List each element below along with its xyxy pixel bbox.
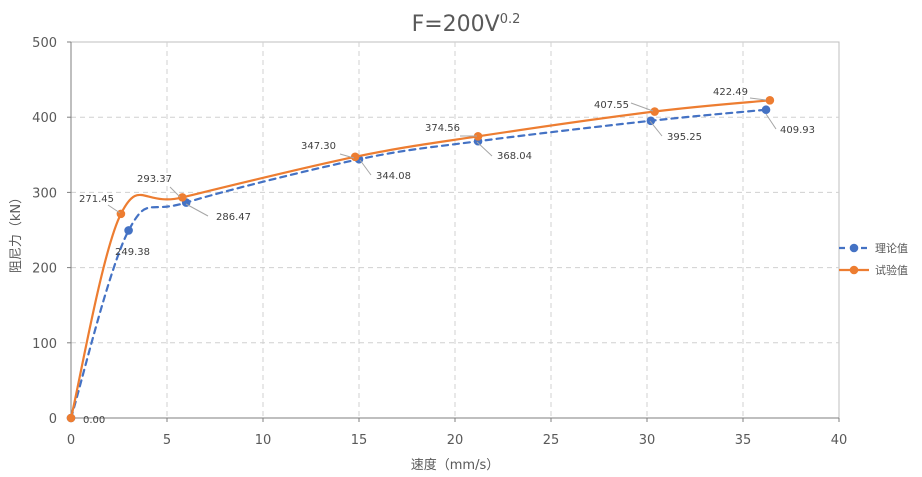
y-axis-label: 阻尼力（kN） [9, 191, 24, 273]
series-0-data-label-3: 344.08 [376, 171, 411, 182]
series-1-point-0 [66, 413, 76, 423]
series-0-label-leader-2 [185, 203, 209, 217]
series-0-data-label-0: 0.00 [83, 415, 105, 426]
x-tick-label-8: 40 [831, 433, 848, 448]
y-tick-label-0: 0 [49, 412, 57, 427]
series-0-data-label-6: 409.93 [780, 125, 815, 136]
y-tick-label-1: 100 [32, 337, 57, 352]
series-1-data-label-5: 407.55 [594, 100, 629, 111]
series-layer [66, 95, 775, 423]
x-tick-label-2: 10 [255, 433, 272, 448]
series-1-point-6 [765, 95, 775, 105]
legend-label-0: 理论值 [875, 241, 908, 255]
series-1-label-leader-6 [749, 97, 767, 101]
series-1-data-label-1: 271.45 [79, 194, 114, 205]
series-1-point-2 [178, 193, 187, 202]
series-0-label-leader-6 [765, 113, 777, 130]
series-1-label-leader-2 [169, 186, 181, 198]
series-0-label-leader-5 [649, 120, 663, 137]
series-1-point-1 [116, 209, 126, 219]
y-tick-label-3: 300 [32, 186, 57, 201]
x-tick-label-5: 25 [543, 433, 560, 448]
series-1-data-label-4: 374.56 [425, 123, 460, 134]
series-0-label-leader-4 [476, 141, 493, 157]
x-tick-label-7: 35 [735, 433, 752, 448]
series-0-point-5 [646, 116, 656, 126]
series-1-label-leader-5 [630, 102, 654, 112]
x-tick-label-0: 0 [67, 433, 75, 448]
x-tick-label-4: 20 [447, 433, 464, 448]
series-1-point-5 [650, 107, 659, 116]
series-0-label-leader-3 [359, 159, 372, 176]
series-line-0 [69, 108, 768, 420]
chart-title-base: F=200V [412, 12, 500, 37]
series-1-data-label-2: 293.37 [137, 174, 172, 185]
series-1-point-3 [350, 152, 360, 162]
y-tick-label-2: 200 [32, 262, 57, 277]
legend-label-1: 试验值 [875, 263, 908, 277]
series-0-point-6 [761, 105, 771, 115]
legend-marker-1 [849, 265, 859, 275]
series-0-data-label-4: 368.04 [497, 151, 532, 162]
x-tick-label-6: 30 [639, 433, 656, 448]
labels-layer: 0.00 249.38 286.47 344.08 368.04 395.25 409.93… [79, 87, 815, 426]
chart-title: F=200V0.2 [412, 12, 521, 37]
x-axis-label: 速度（mm/s） [411, 457, 499, 473]
series-1-data-label-6: 422.49 [713, 87, 748, 98]
series-1-label-leader-3 [339, 153, 355, 159]
series-1-label-leader-1 [107, 204, 121, 214]
chart-title-superscript: 0.2 [500, 12, 521, 27]
y-tick-label-5: 500 [32, 36, 57, 51]
grid-layer [70, 41, 840, 419]
y-tick-label-4: 400 [32, 111, 57, 126]
legend-marker-0 [849, 243, 859, 253]
series-line-1 [69, 99, 771, 420]
series-0-data-label-2: 286.47 [216, 212, 251, 223]
series-1-data-label-3: 347.30 [301, 141, 336, 152]
series-0-data-label-1: 249.38 [115, 247, 150, 258]
series-0-point-1 [124, 226, 133, 235]
series-0-data-label-5: 395.25 [667, 132, 702, 143]
x-tick-label-3: 15 [351, 433, 368, 448]
x-tick-label-1: 5 [163, 433, 171, 448]
